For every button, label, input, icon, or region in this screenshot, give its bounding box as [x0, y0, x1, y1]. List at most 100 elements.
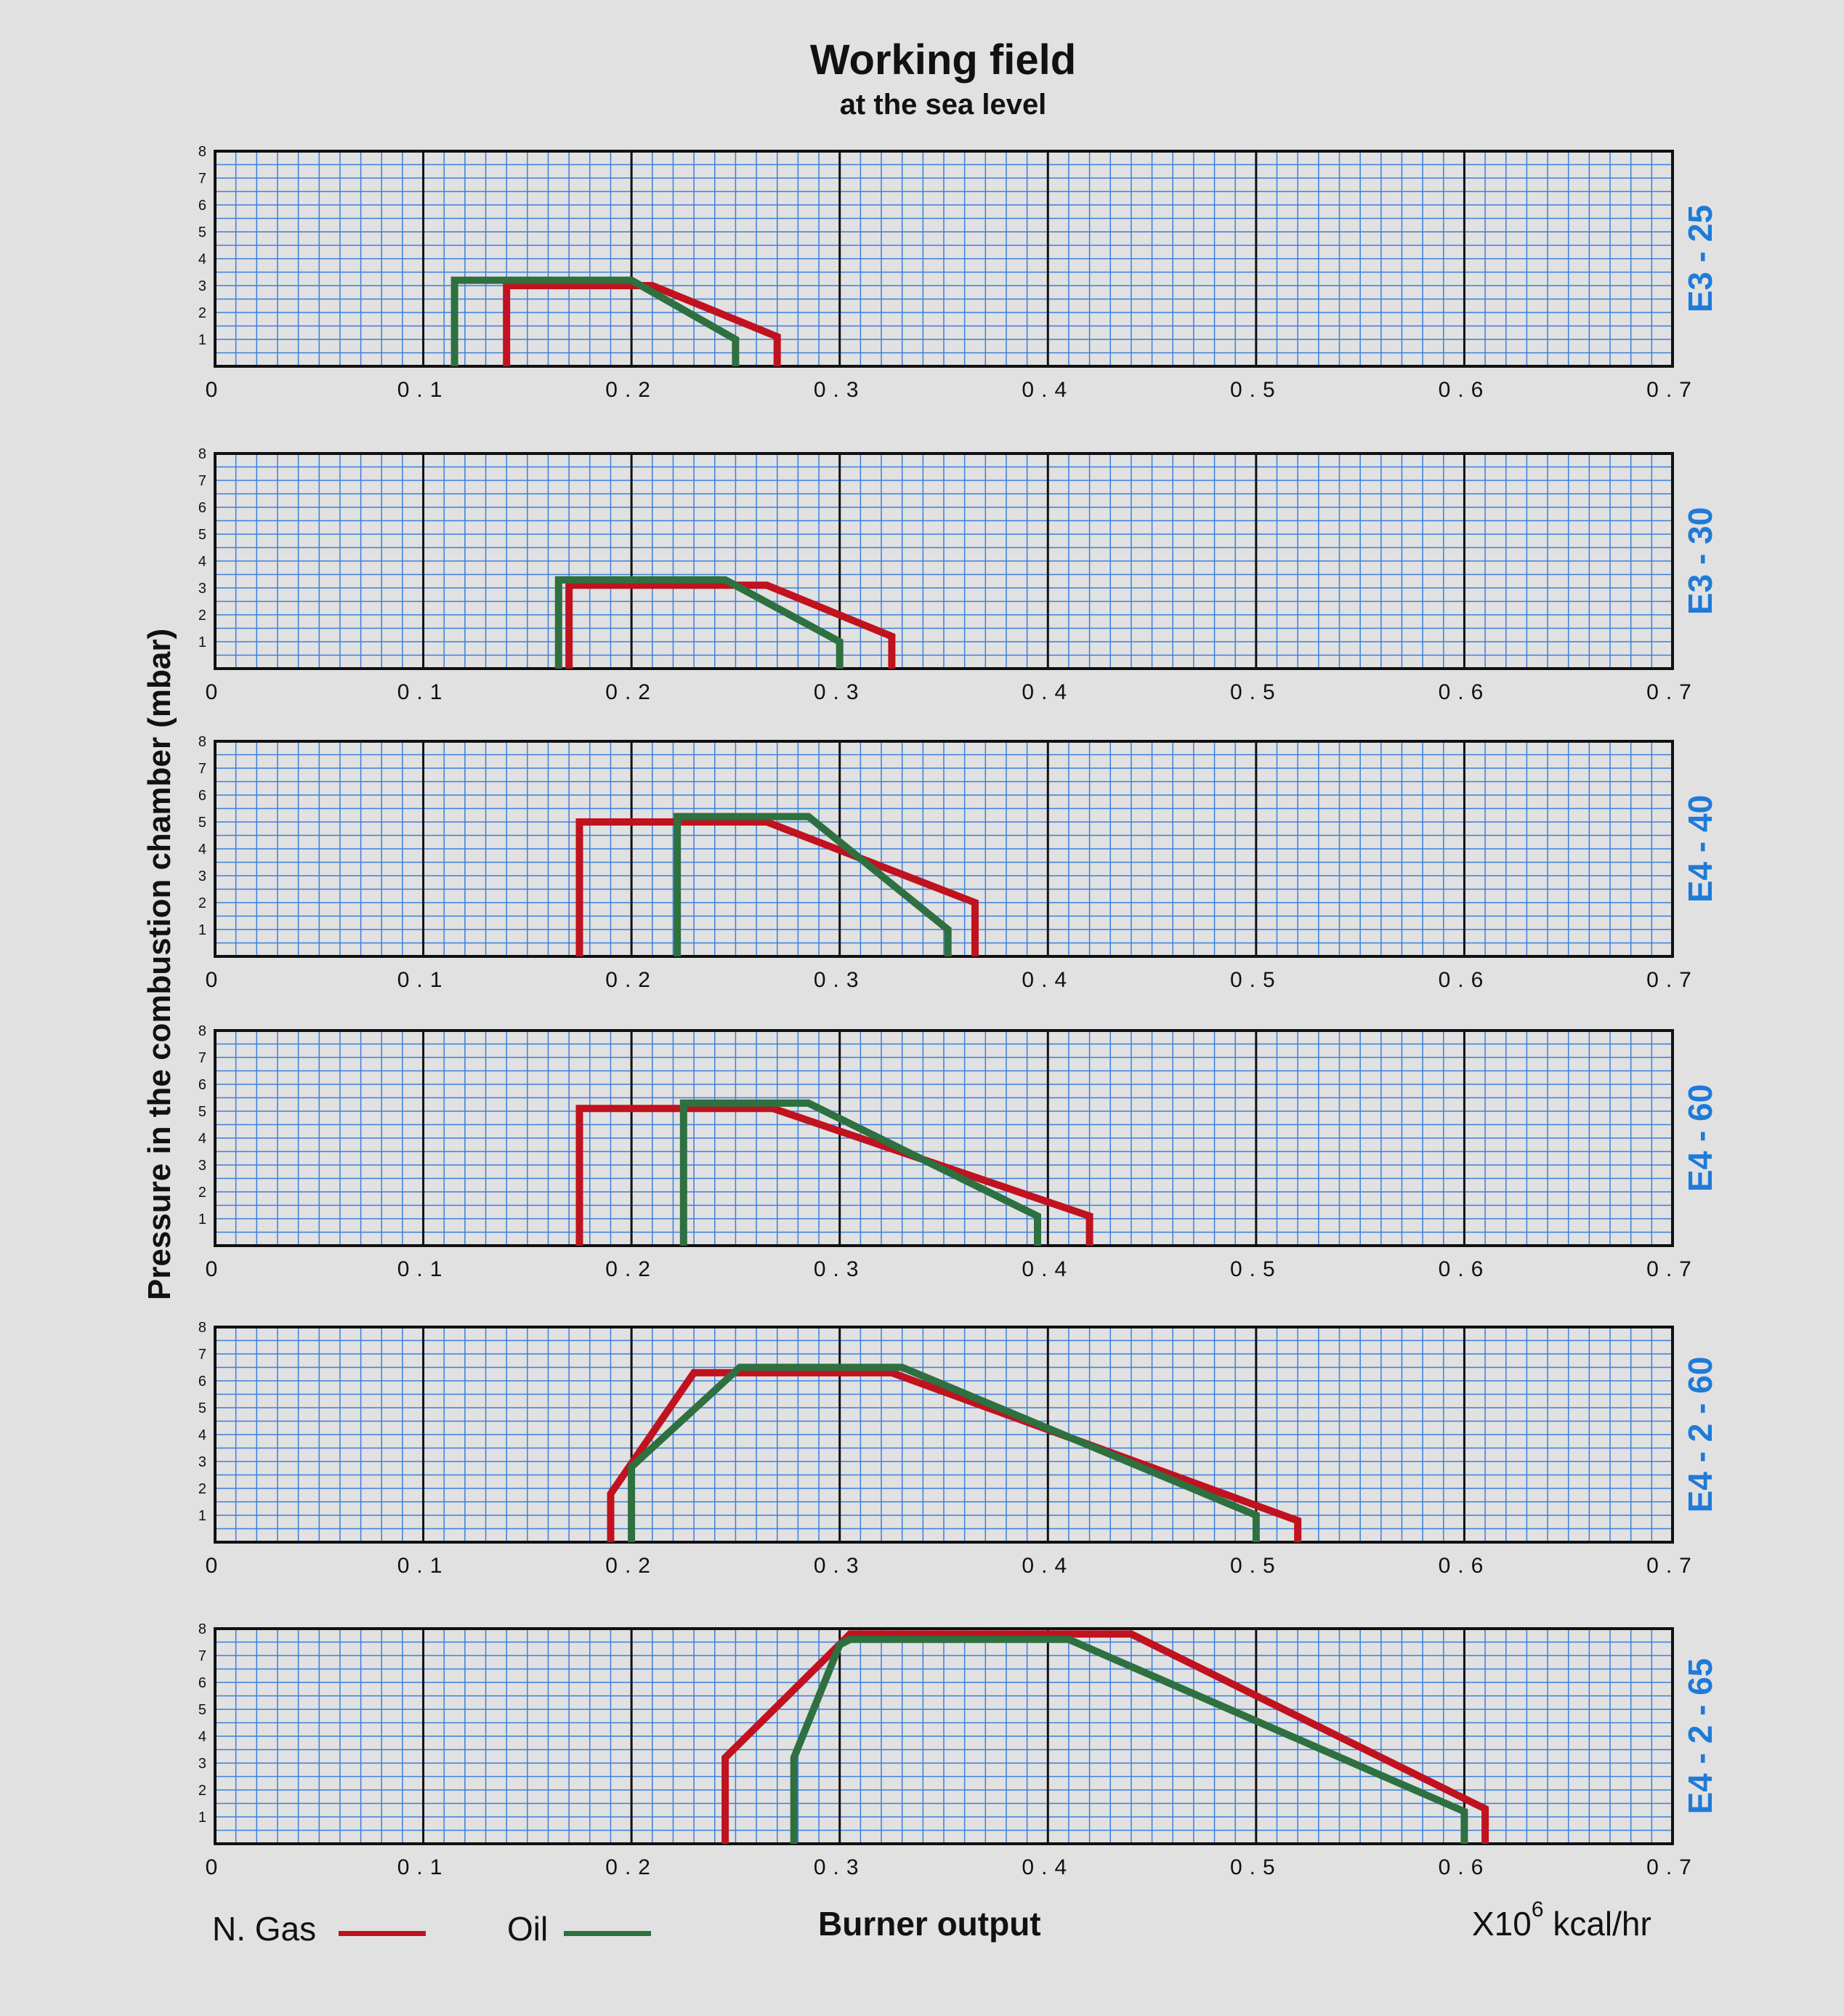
units-prefix: X10 [1472, 1905, 1532, 1943]
y-tick-label: 6 [198, 500, 206, 516]
y-tick-label: 3 [198, 1454, 206, 1470]
x-tick-label: 0.4 [1022, 968, 1074, 992]
x-tick-label: 0.3 [814, 680, 866, 704]
y-tick-label: 5 [198, 815, 206, 831]
y-tick-label: 1 [198, 1810, 206, 1826]
y-tick-label: 4 [198, 1427, 206, 1443]
x-tick-label: 0.1 [397, 1855, 450, 1879]
panel-model-label: E3 - 25 [1681, 205, 1719, 313]
plot-frame [214, 1627, 1674, 1845]
x-tick-label: 0.5 [1230, 378, 1282, 402]
x-tick-label: 0.6 [1439, 680, 1491, 704]
x-tick-label: 0.2 [605, 378, 658, 402]
y-tick-label: 8 [198, 446, 206, 462]
x-tick-label: 0 [206, 968, 225, 992]
x-tick-label: 0.5 [1230, 1855, 1282, 1879]
series-oil-line [554, 576, 844, 669]
units-suffix: kcal/hr [1553, 1905, 1651, 1943]
y-tick-label: 1 [198, 332, 206, 348]
series-gas-line [575, 818, 979, 956]
x-tick-label: 0.5 [1230, 1257, 1282, 1281]
x-tick-label: 0.1 [397, 1257, 450, 1281]
x-tick-label: 0.3 [814, 968, 866, 992]
chart-title: Working field [809, 36, 1077, 84]
x-tick-label: 0 [206, 1257, 225, 1281]
y-tick-label: 5 [198, 225, 206, 241]
plot-frame [214, 1029, 1674, 1247]
y-tick-label: 2 [198, 895, 206, 911]
x-tick-label: 0.6 [1439, 1855, 1491, 1879]
y-tick-label: 6 [198, 788, 206, 804]
y-tick-label: 3 [198, 278, 206, 294]
x-tick-label: 0.7 [1646, 378, 1699, 402]
x-tick-label: 0.1 [397, 378, 450, 402]
x-tick-label: 0.6 [1439, 378, 1491, 402]
y-tick-label: 8 [198, 1023, 206, 1039]
series-gas-line [575, 1105, 1093, 1246]
y-tick-label: 7 [198, 473, 206, 489]
x-tick-label: 0.6 [1439, 1554, 1491, 1578]
x-tick-label: 0.7 [1646, 968, 1699, 992]
x-tick-label: 0 [206, 378, 225, 402]
x-tick-label: 0.2 [605, 968, 658, 992]
series-oil-line [679, 1099, 1041, 1246]
y-tick-label: 7 [198, 1050, 206, 1066]
y-tick-label: 2 [198, 608, 206, 624]
x-tick-label: 0.5 [1230, 1554, 1282, 1578]
y-tick-label: 8 [198, 1621, 206, 1637]
x-tick-label: 0.4 [1022, 1257, 1074, 1281]
y-tick-label: 6 [198, 1374, 206, 1390]
x-tick-label: 0.2 [605, 1855, 658, 1879]
y-tick-label: 1 [198, 1508, 206, 1524]
panel-5: 0 0.1 0.2 0.3 0.4 0.5 0.6 0.7 1 2 3 4 5 6 7 8 E4 - 2 - 6… [198, 1320, 1719, 1578]
series-oil-line [674, 813, 952, 956]
panel-model-label: E3 - 30 [1681, 507, 1719, 615]
x-tick-label: 0.7 [1646, 1257, 1699, 1281]
y-tick-label: 8 [198, 144, 206, 160]
x-tick-label: 0.4 [1022, 1554, 1074, 1578]
x-tick-label: 0 [206, 680, 225, 704]
x-tick-label: 0.4 [1022, 378, 1074, 402]
chart-subtitle: at the sea level [839, 89, 1047, 121]
legend-oil-swatch [564, 1931, 651, 1936]
plot-frame [214, 740, 1674, 958]
plot-frame [214, 1326, 1674, 1544]
y-tick-label: 2 [198, 305, 206, 321]
legend-oil-label: Oil [507, 1910, 549, 1948]
y-tick-label: 1 [198, 1211, 206, 1227]
panel-model-label: E4 - 2 - 60 [1681, 1357, 1719, 1513]
x-tick-label: 0.4 [1022, 680, 1074, 704]
x-axis-units: X106 kcal/hr [1472, 1898, 1651, 1943]
x-tick-label: 0.1 [397, 1554, 450, 1578]
y-tick-label: 3 [198, 1158, 206, 1174]
y-tick-label: 4 [198, 842, 206, 858]
y-tick-label: 5 [198, 527, 206, 543]
y-tick-label: 7 [198, 761, 206, 777]
y-tick-label: 4 [198, 251, 206, 267]
y-tick-label: 5 [198, 1400, 206, 1416]
x-tick-label: 0.2 [605, 1554, 658, 1578]
y-tick-label: 4 [198, 1131, 206, 1147]
panel-2: 0 0.1 0.2 0.3 0.4 0.5 0.6 0.7 1 2 3 4 5 6 7 8 E3 - 30 [198, 446, 1719, 704]
y-tick-label: 3 [198, 581, 206, 597]
panel-model-label: E4 - 2 - 65 [1681, 1658, 1719, 1815]
x-tick-label: 0.3 [814, 1855, 866, 1879]
x-tick-label: 0.5 [1230, 968, 1282, 992]
series-gas-line [607, 1368, 1302, 1542]
x-tick-label: 0.7 [1646, 680, 1699, 704]
y-tick-label: 6 [198, 1077, 206, 1093]
y-tick-label: 8 [198, 734, 206, 750]
x-tick-label: 0.3 [814, 1554, 866, 1578]
panel-3: 0 0.1 0.2 0.3 0.4 0.5 0.6 0.7 1 2 3 4 5 6 7 8 E4 - 40 [198, 734, 1719, 992]
y-tick-label: 1 [198, 634, 206, 650]
legend-gas-label: N. Gas [212, 1910, 317, 1948]
x-tick-label: 0.7 [1646, 1855, 1699, 1879]
x-tick-label: 0.1 [397, 968, 450, 992]
y-tick-label: 7 [198, 171, 206, 187]
series-gas-line [565, 581, 896, 669]
series-gas-line [503, 282, 781, 366]
y-tick-label: 3 [198, 1756, 206, 1772]
y-tick-label: 5 [198, 1702, 206, 1718]
x-tick-label: 0.1 [397, 680, 450, 704]
x-tick-label: 0.2 [605, 1257, 658, 1281]
